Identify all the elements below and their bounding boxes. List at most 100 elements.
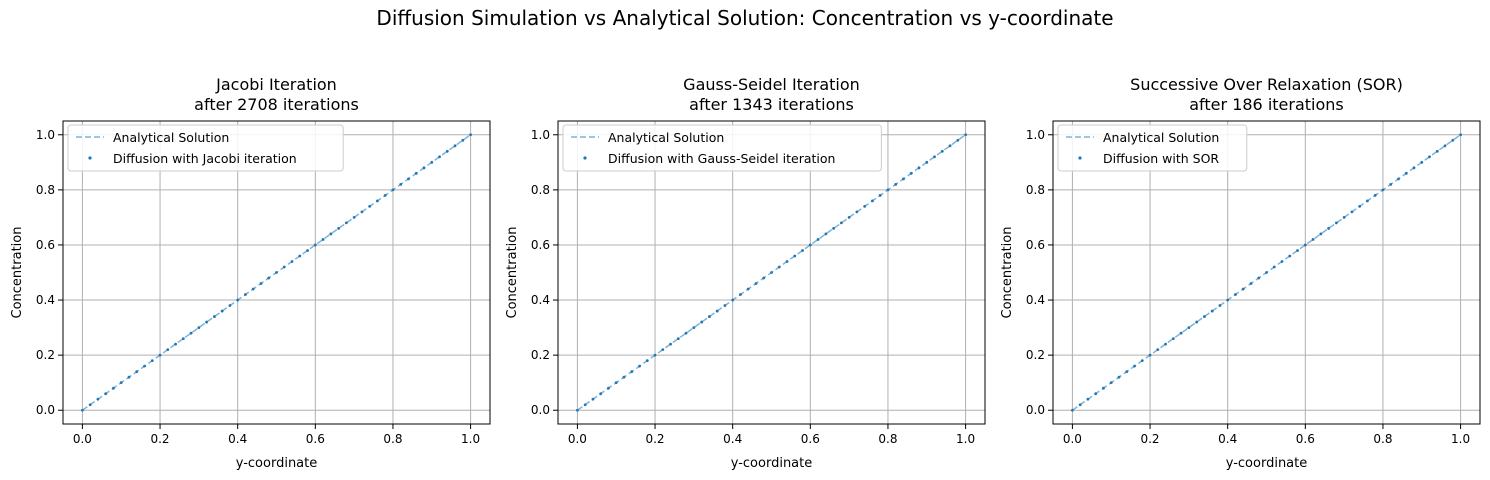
simulation-point — [739, 293, 742, 296]
simulation-point — [135, 370, 139, 374]
simulation-point — [832, 227, 836, 230]
simulation-point — [1404, 171, 1408, 175]
simulation-point — [445, 149, 449, 153]
simulation-point — [1389, 182, 1393, 186]
simulation-point — [692, 326, 696, 329]
x-axis-label: y-coordinate — [236, 456, 318, 471]
simulation-point — [461, 138, 465, 142]
simulation-point — [707, 315, 711, 318]
simulation-point — [96, 397, 100, 401]
x-tick-label: 1.0 — [956, 432, 975, 446]
y-tick-label: 0.2 — [531, 348, 550, 362]
simulation-point — [630, 370, 634, 374]
y-tick-label: 0.0 — [1026, 403, 1045, 417]
simulation-point — [143, 364, 146, 368]
legend-box — [1057, 124, 1248, 172]
legend-simulation-swatch — [1078, 156, 1082, 160]
simulation-point — [127, 375, 131, 379]
y-axis-label: Concentration — [1000, 227, 1015, 319]
y-tick-label: 1.0 — [531, 128, 550, 142]
simulation-point — [801, 249, 804, 252]
simulation-point — [220, 309, 224, 313]
y-tick-label: 0.8 — [531, 183, 550, 197]
simulation-point — [1350, 210, 1354, 214]
legend: Analytical Solution Diffusion with Gauss-… — [562, 124, 882, 172]
legend-analytical-label: Analytical Solution — [608, 130, 724, 145]
simulation-point — [383, 193, 387, 197]
x-axis-label: y-coordinate — [731, 456, 813, 471]
simulation-point — [645, 359, 649, 363]
simulation-point — [337, 227, 341, 230]
simulation-point — [576, 408, 579, 412]
simulation-point — [422, 166, 426, 170]
x-tick-label: 0.0 — [1063, 432, 1082, 446]
x-tick-label: 0.4 — [1218, 432, 1237, 446]
simulation-point — [762, 276, 766, 280]
y-tick-label: 0.8 — [36, 183, 55, 197]
x-tick-label: 1.0 — [461, 432, 480, 446]
simulation-point — [583, 403, 587, 407]
simulation-point — [933, 155, 936, 159]
simulation-point — [282, 265, 286, 269]
simulation-point — [189, 331, 193, 335]
subplot-subtitle: after 186 iterations — [1189, 95, 1344, 114]
simulation-point — [684, 331, 688, 335]
y-tick-label: 0.2 — [1026, 348, 1045, 362]
simulation-point — [855, 210, 859, 214]
simulation-point — [1179, 331, 1183, 335]
x-tick-label: 0.0 — [568, 432, 587, 446]
simulation-point — [777, 265, 781, 269]
axes-frame — [557, 120, 986, 425]
simulation-point — [638, 364, 641, 368]
simulation-point — [1366, 199, 1369, 203]
simulation-point — [391, 188, 395, 192]
simulation-point — [1319, 232, 1323, 236]
simulation-point — [244, 293, 247, 296]
x-tick-label: 0.2 — [150, 432, 169, 446]
simulation-point — [1234, 293, 1237, 296]
simulation-point — [1125, 370, 1129, 374]
y-tick-label: 1.0 — [36, 128, 55, 142]
y-tick-label: 0.0 — [531, 403, 550, 417]
legend: Analytical Solution Diffusion with Jacobi… — [67, 124, 344, 172]
simulation-point — [290, 260, 294, 263]
simulation-point — [352, 216, 356, 219]
simulation-point — [368, 204, 372, 208]
simulation-point — [816, 238, 820, 241]
simulation-point — [894, 182, 898, 186]
y-tick-label: 0.6 — [1026, 238, 1045, 252]
simulation-point — [1412, 166, 1416, 170]
simulation-point — [1327, 227, 1331, 230]
simulation-point — [313, 243, 317, 247]
simulation-point — [1102, 386, 1105, 390]
subplot-title: Jacobi Iteration — [215, 75, 337, 94]
simulation-point — [1218, 304, 1222, 307]
simulation-point — [1249, 282, 1253, 285]
simulation-point — [614, 381, 618, 385]
subplot-3: Successive Over Relaxation (SOR)after 18… — [1000, 75, 1481, 471]
simulation-point — [793, 254, 797, 258]
simulation-point — [1171, 337, 1175, 341]
simulation-point — [88, 403, 92, 407]
simulation-point — [1397, 177, 1400, 181]
simulation-point — [430, 160, 434, 164]
simulation-point — [228, 304, 232, 307]
subplot-subtitle: after 2708 iterations — [194, 95, 359, 114]
simulation-point — [469, 133, 472, 137]
simulation-point — [746, 287, 750, 291]
y-tick-label: 0.8 — [1026, 183, 1045, 197]
simulation-point — [956, 138, 960, 142]
simulation-point — [344, 221, 348, 225]
simulation-point — [661, 348, 665, 352]
simulation-point — [1164, 342, 1167, 346]
simulation-point — [878, 193, 882, 197]
subplot-subtitle: after 1343 iterations — [689, 95, 854, 114]
simulation-point — [723, 304, 727, 307]
simulation-point — [676, 337, 680, 341]
simulation-point — [119, 381, 123, 385]
simulation-point — [1226, 298, 1230, 302]
simulation-point — [1443, 144, 1447, 148]
simulation-point — [1156, 348, 1160, 352]
